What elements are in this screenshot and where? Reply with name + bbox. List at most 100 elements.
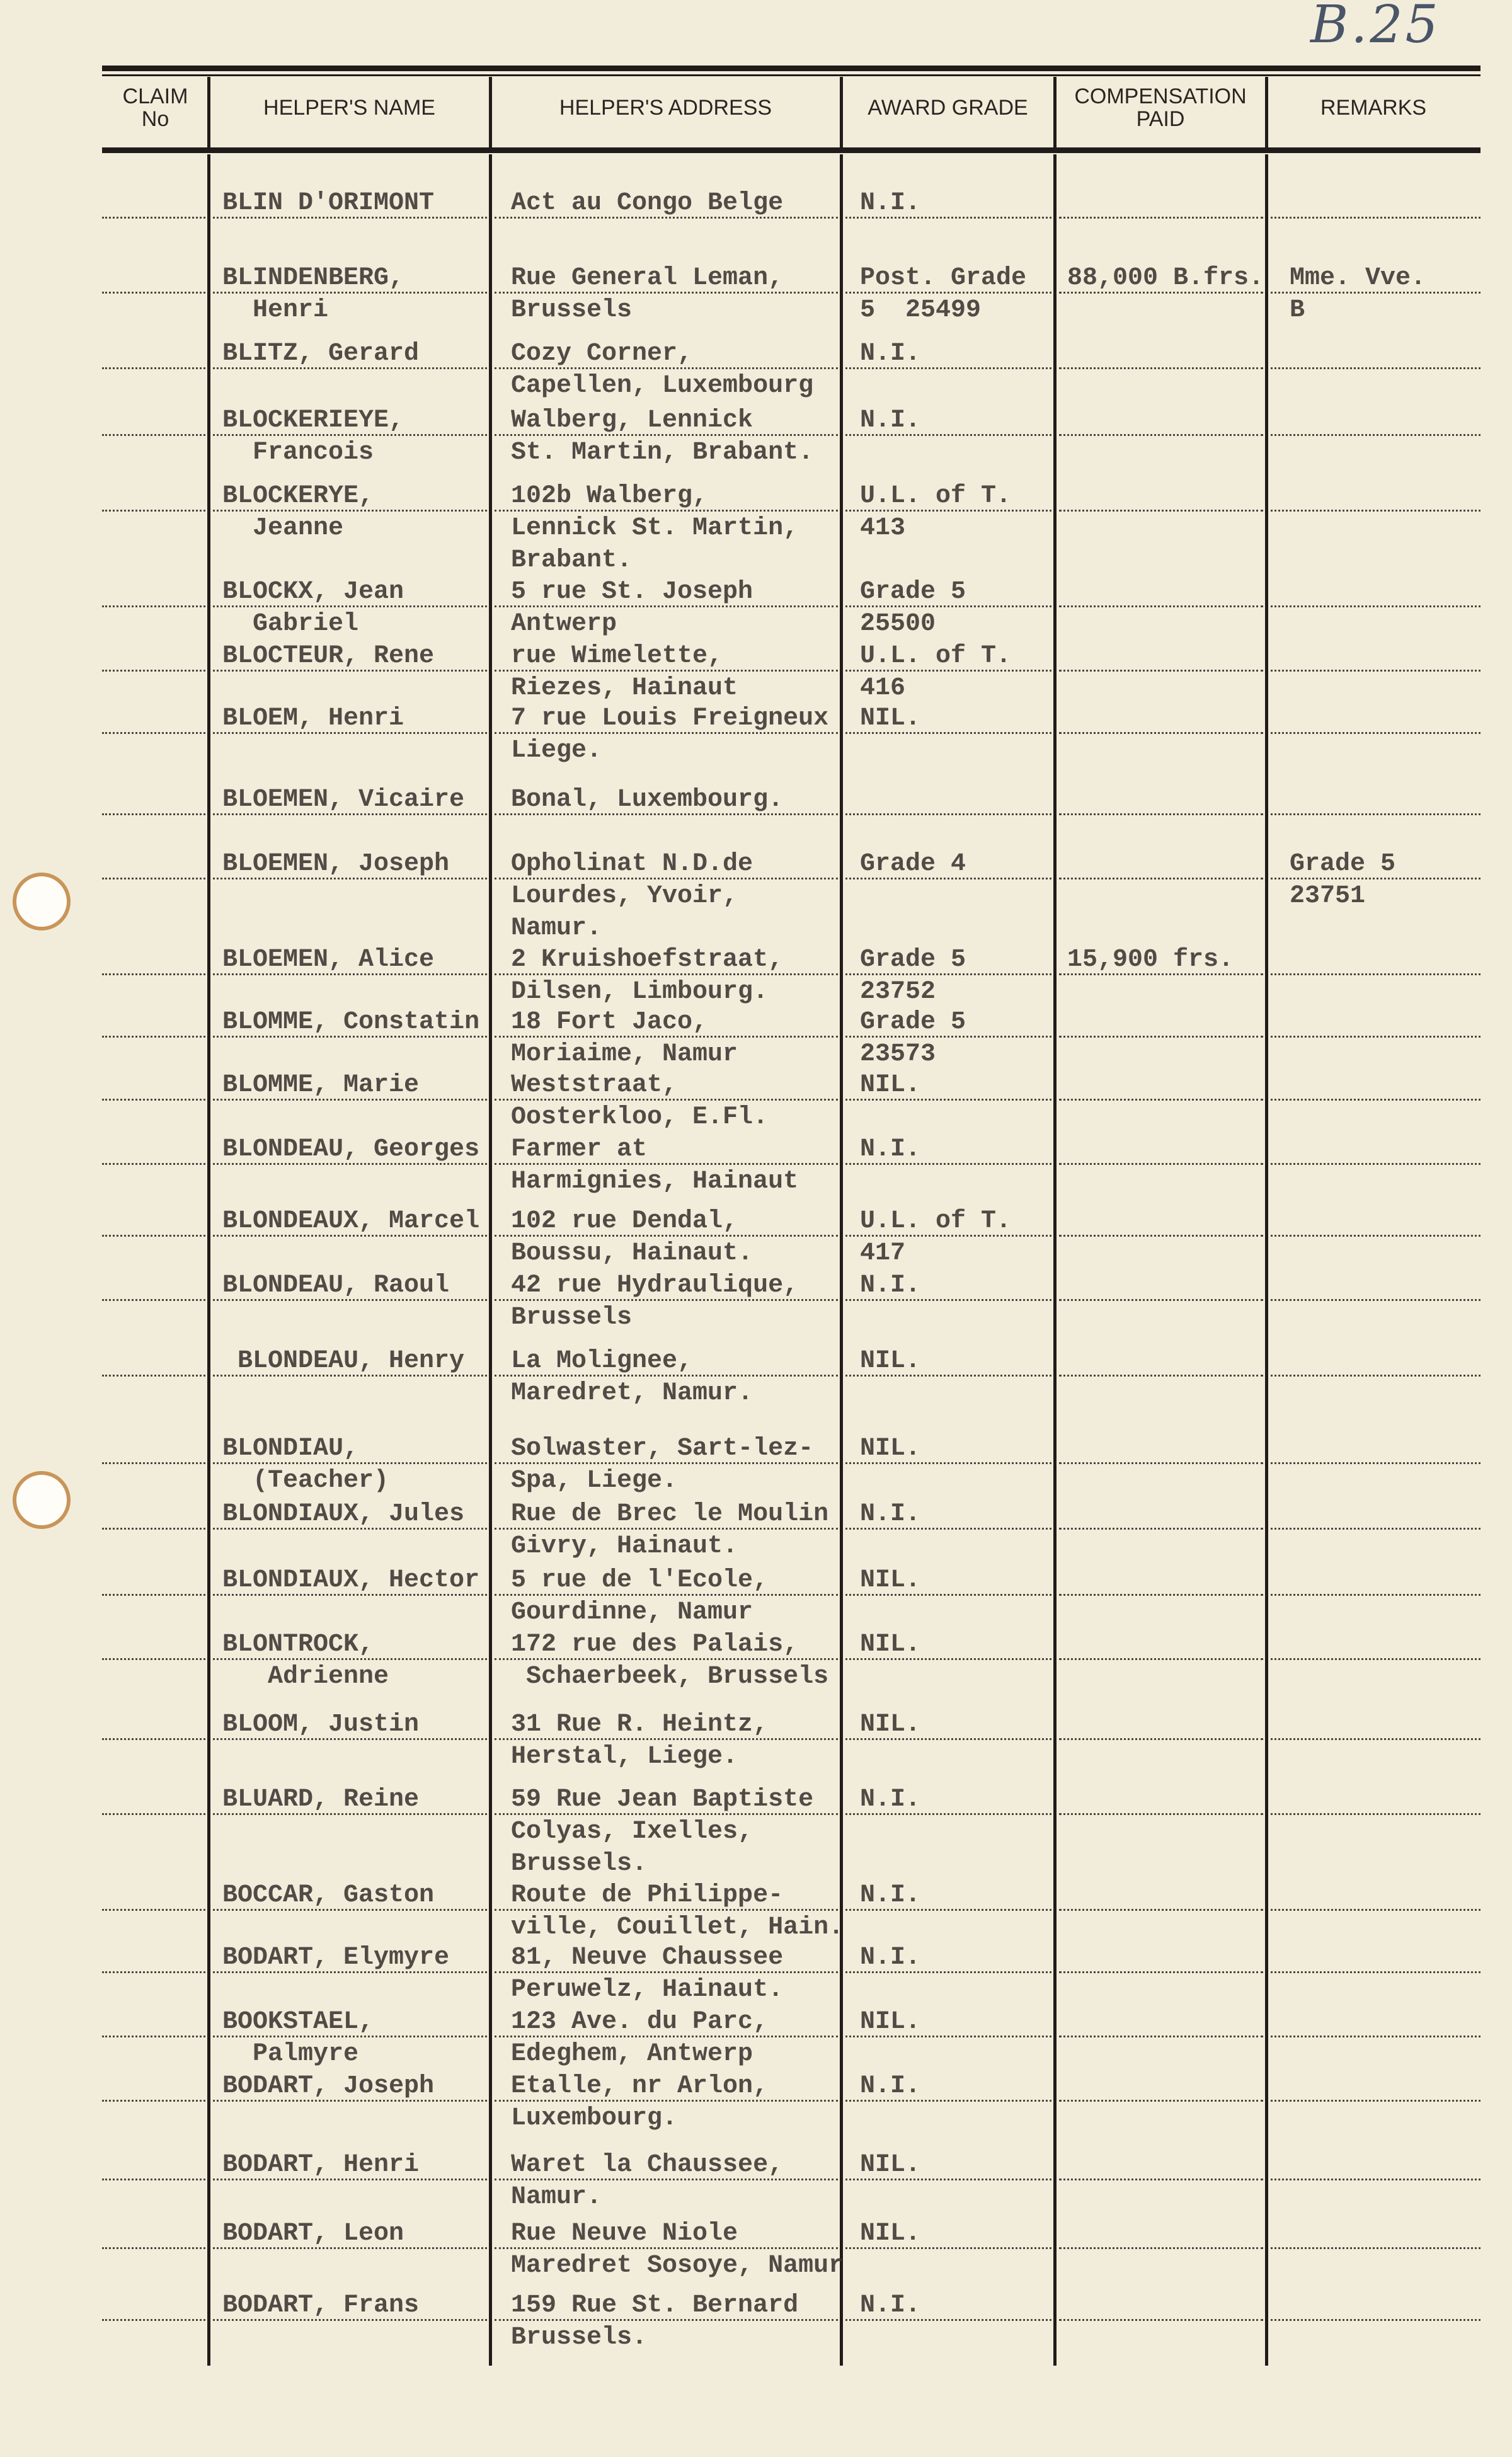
address-cell-line: 7 rue Louis Freigneux <box>511 704 829 733</box>
address-cell-line: Luxembourg. <box>511 2104 678 2133</box>
award-cell-line: 413 <box>860 514 906 542</box>
dotted-row-line <box>495 367 838 369</box>
header-claim: CLAIM <box>122 84 188 108</box>
dotted-row-line <box>845 1099 1051 1101</box>
dotted-row-line <box>1271 2100 1480 2102</box>
award-cell-line: 23752 <box>860 978 936 1006</box>
column-header-remarks: REMARKS <box>1320 96 1427 120</box>
column-header-helper-name: HELPER'S NAME <box>263 96 435 120</box>
name-cell-line: BODART, Joseph <box>222 2072 435 2100</box>
dotted-row-line <box>845 292 1051 294</box>
address-cell-line: 81, Neuve Chaussee <box>511 1944 784 1972</box>
column-divider <box>1053 154 1057 2366</box>
award-cell-line: NIL. <box>860 1710 921 1739</box>
header-no: No <box>141 107 169 131</box>
dotted-row-line <box>1271 605 1480 607</box>
dotted-row-line <box>102 434 205 436</box>
address-cell-line: Brussels <box>511 296 633 324</box>
award-cell-line: NIL. <box>860 1347 921 1375</box>
name-cell-line: BLONDEAU, Henry <box>222 1347 465 1375</box>
dotted-row-line <box>845 605 1051 607</box>
address-cell-line: Brussels. <box>511 1850 648 1878</box>
dotted-row-line <box>213 2247 487 2249</box>
name-cell-line: BLONDEAU, Raoul <box>222 1271 450 1300</box>
dotted-row-line <box>845 1528 1051 1530</box>
address-cell-line: Brussels. <box>511 2323 648 2352</box>
dotted-row-line <box>102 973 205 975</box>
dotted-row-line <box>1271 292 1480 294</box>
dotted-row-line <box>1271 670 1480 672</box>
dotted-row-line <box>102 1036 205 1038</box>
name-cell-line: BLOOM, Justin <box>222 1710 420 1739</box>
address-cell-line: Harmignies, Hainaut <box>511 1167 799 1196</box>
dotted-row-line <box>213 434 487 436</box>
dotted-row-line <box>213 292 487 294</box>
dotted-row-line <box>102 1813 205 1815</box>
dotted-row-line <box>1271 2247 1480 2249</box>
dotted-row-line <box>1271 1909 1480 1911</box>
dotted-row-line <box>102 1594 205 1596</box>
address-cell-line: 5 rue de l'Ecole, <box>511 1566 769 1595</box>
dotted-row-line <box>495 732 838 734</box>
dotted-row-line <box>102 217 205 219</box>
award-cell-line: N.I. <box>860 406 921 435</box>
column-divider <box>1053 77 1057 147</box>
dotted-row-line <box>213 1375 487 1377</box>
dotted-row-line <box>495 1738 838 1740</box>
dotted-row-line <box>845 1235 1051 1237</box>
dotted-row-line <box>1059 434 1263 436</box>
name-cell-line: BOCCAR, Gaston <box>222 1881 435 1910</box>
dotted-row-line <box>495 510 838 512</box>
name-cell-line: BLONDIAU, <box>222 1435 359 1463</box>
dotted-row-line <box>495 2247 838 2249</box>
dotted-row-line <box>1059 1813 1263 1815</box>
address-cell-line: 102 rue Dendal, <box>511 1207 738 1235</box>
dotted-row-line <box>845 217 1051 219</box>
award-cell-line: NIL. <box>860 2151 921 2179</box>
dotted-row-line <box>102 1909 205 1911</box>
name-cell-line: BLOMME, Constatin <box>222 1008 480 1036</box>
header-top-rule <box>102 66 1480 71</box>
award-cell-line: NIL. <box>860 1630 921 1659</box>
dotted-row-line <box>1059 1235 1263 1237</box>
award-cell-line: N.I. <box>860 1881 921 1910</box>
dotted-row-line <box>1059 1163 1263 1165</box>
award-cell-line: U.L. of T. <box>860 642 1012 670</box>
dotted-row-line <box>213 670 487 672</box>
dotted-row-line <box>845 1299 1051 1301</box>
dotted-row-line <box>102 510 205 512</box>
dotted-row-line <box>845 434 1051 436</box>
dotted-row-line <box>845 813 1051 815</box>
dotted-row-line <box>1271 1235 1480 1237</box>
dotted-row-line <box>1059 2100 1263 2102</box>
address-cell-line: Capellen, Luxembourg <box>511 372 814 400</box>
dotted-row-line <box>213 1594 487 1596</box>
address-cell-line: Rue Neuve Niole <box>511 2219 738 2248</box>
dotted-row-line <box>102 2247 205 2249</box>
award-cell-line: N.I. <box>860 1944 921 1972</box>
address-cell-line: Bonal, Luxembourg. <box>511 786 784 814</box>
dotted-row-line <box>1271 2319 1480 2321</box>
dotted-row-line <box>102 1099 205 1101</box>
dotted-row-line <box>1271 1738 1480 1740</box>
dotted-row-line <box>1059 1528 1263 1530</box>
award-cell-line: N.I. <box>860 1135 921 1164</box>
dotted-row-line <box>1059 973 1263 975</box>
dotted-row-line <box>1059 1299 1263 1301</box>
dotted-row-line <box>102 1658 205 1660</box>
dotted-row-line <box>1271 1658 1480 1660</box>
award-cell-line: 23573 <box>860 1040 936 1068</box>
dotted-row-line <box>102 1163 205 1165</box>
compensation-cell-line: 88,000 B.frs. <box>1067 264 1264 292</box>
name-cell-line: BLOCKX, Jean <box>222 578 404 606</box>
dotted-row-line <box>845 2179 1051 2180</box>
column-divider <box>840 154 843 2366</box>
name-cell-line: BLONDIAUX, Jules <box>222 1500 465 1528</box>
award-cell-line: U.L. of T. <box>860 482 1012 510</box>
dotted-row-line <box>1059 878 1263 879</box>
address-cell-line: Namur. <box>511 2183 602 2211</box>
address-cell-line: Riezes, Hainaut <box>511 674 738 702</box>
dotted-row-line <box>1059 1738 1263 1740</box>
name-cell-line: BLUARD, Reine <box>222 1785 420 1814</box>
dotted-row-line <box>495 217 838 219</box>
